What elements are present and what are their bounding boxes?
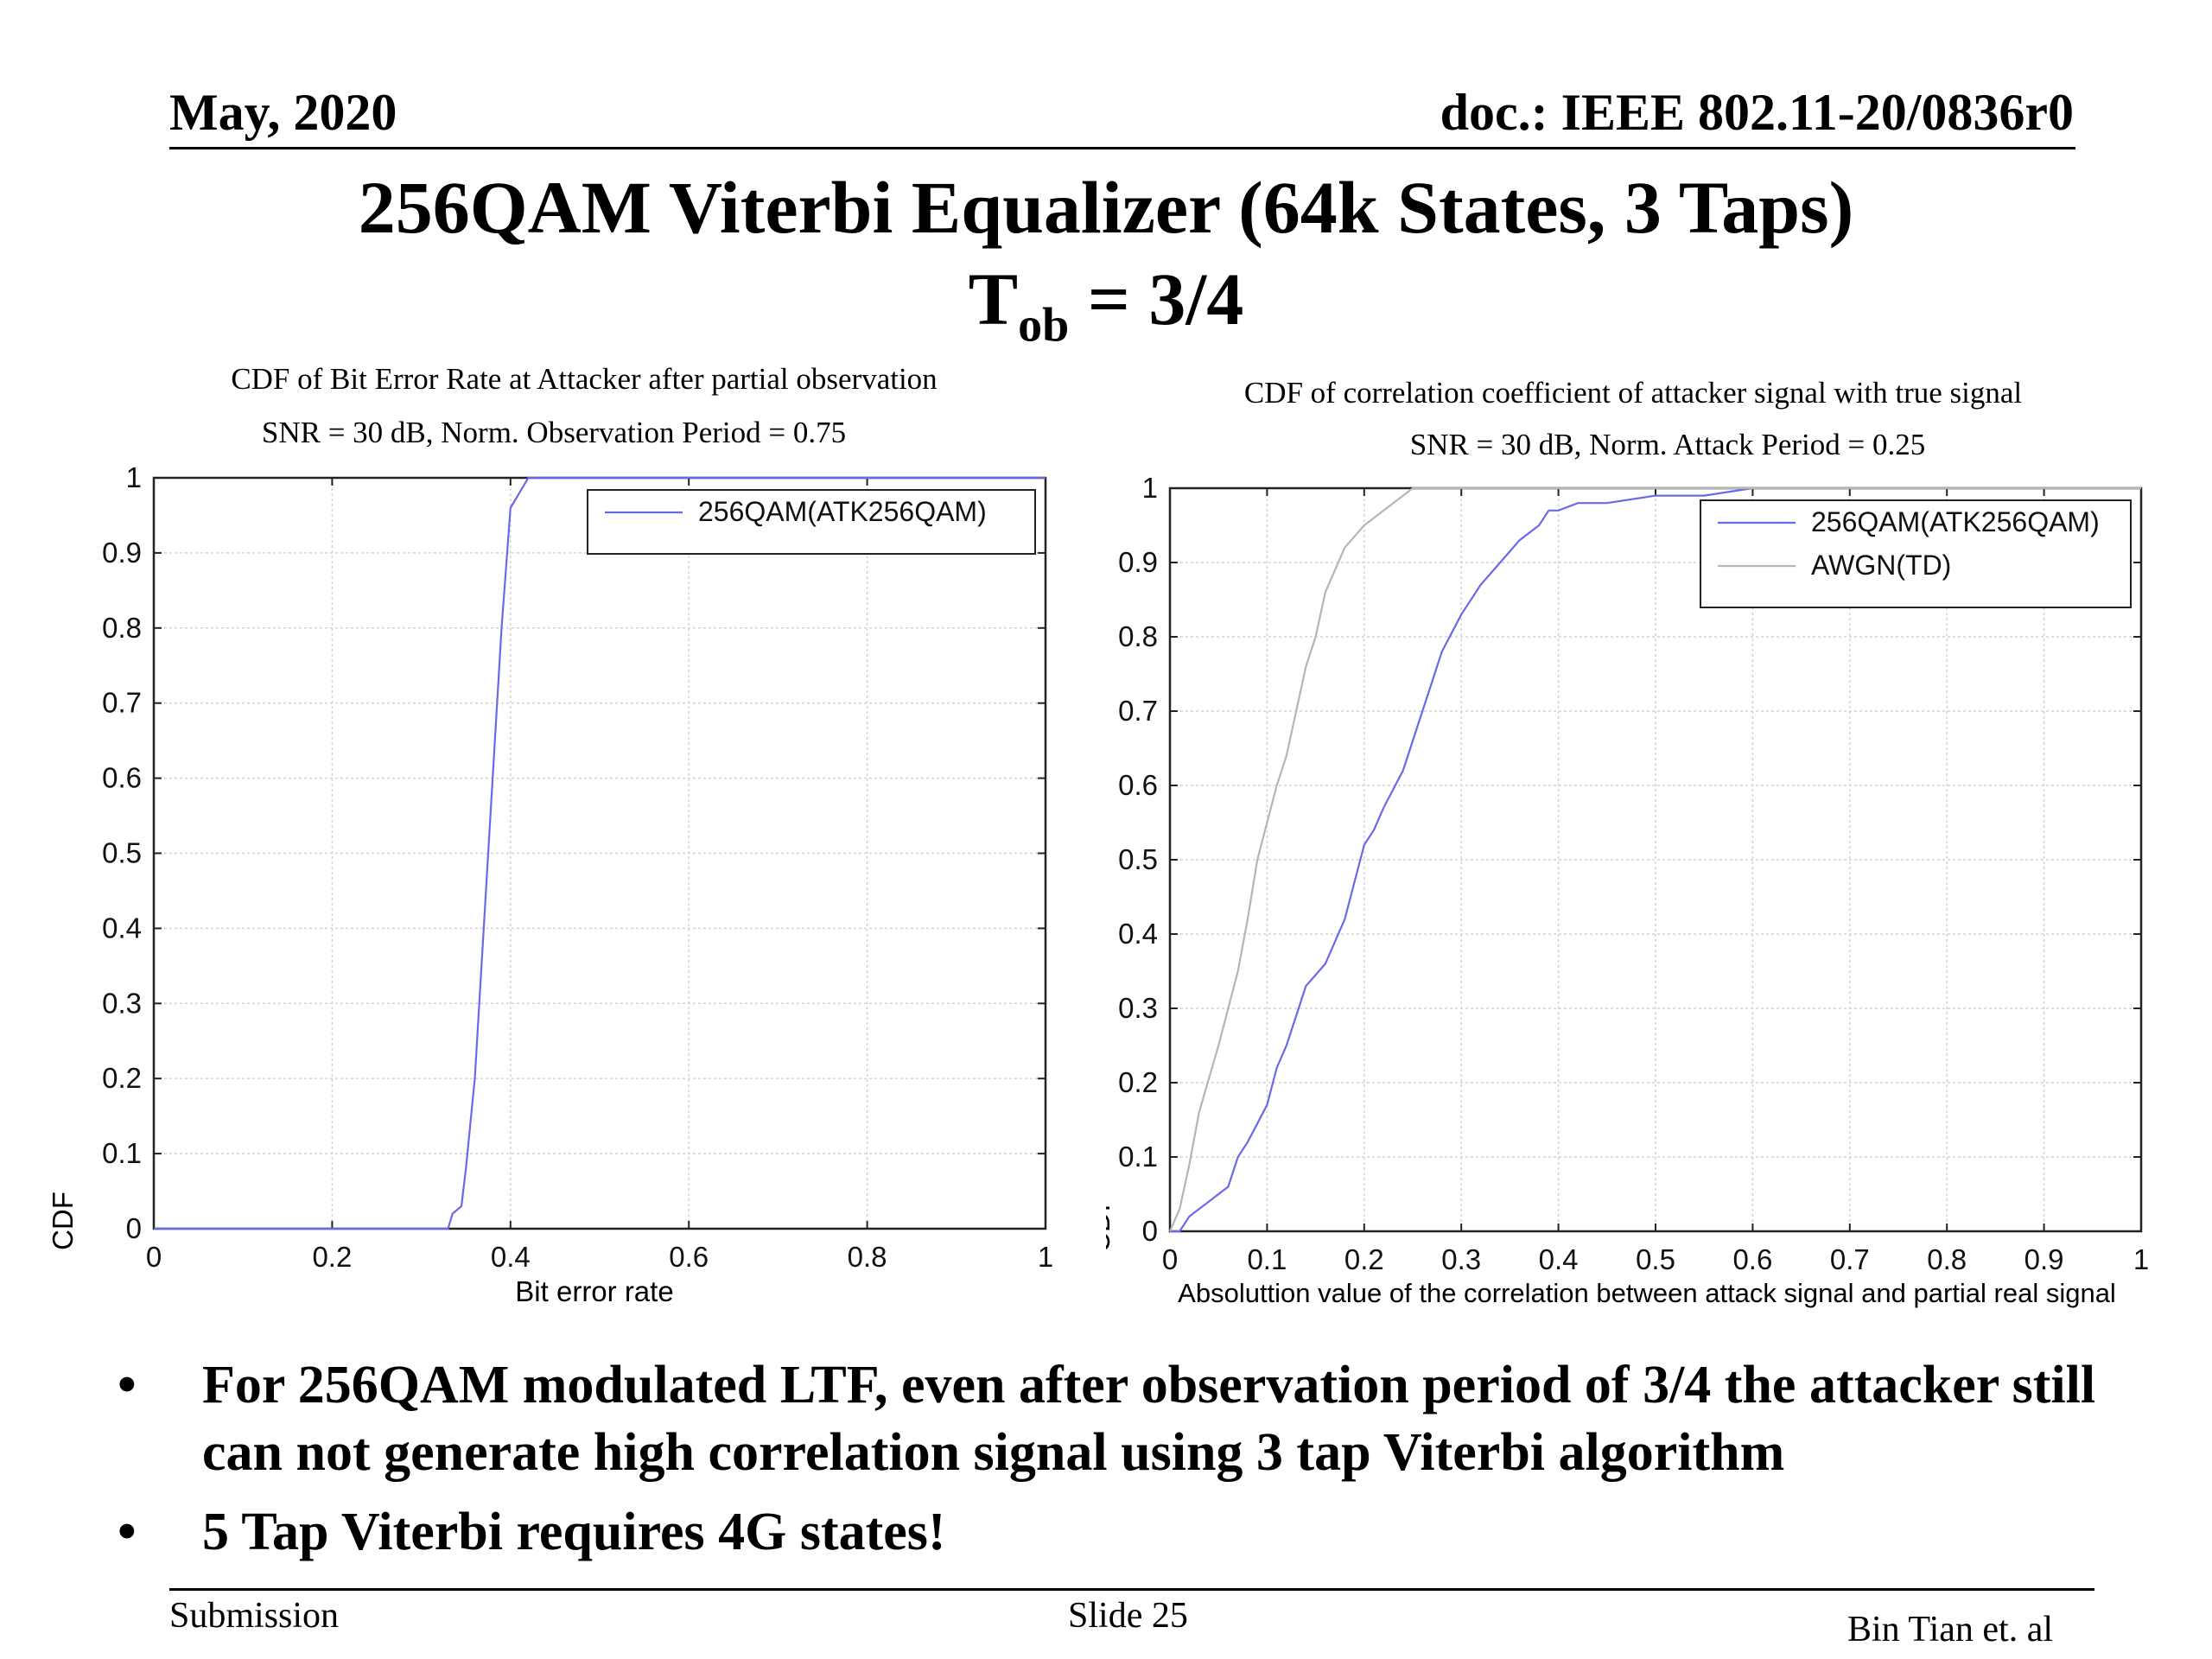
x-tick-label: 0.5: [1636, 1243, 1675, 1275]
y-tick-label: 1: [126, 461, 142, 493]
y-tick-label: 0.3: [1118, 992, 1158, 1024]
legend-box: [587, 489, 1036, 555]
y-tick-label: 0.8: [1118, 620, 1158, 652]
subtitle-value: = 3/4: [1069, 257, 1244, 340]
footer-divider: [169, 1588, 2094, 1591]
y-tick-label: 0.4: [102, 912, 142, 944]
x-tick-label: 0.8: [848, 1241, 887, 1273]
y-tick-label: 0.3: [102, 987, 142, 1019]
y-tick-label: 0: [126, 1212, 142, 1244]
y-tick-label: 0.9: [102, 537, 142, 569]
subtitle-subscript: ob: [1018, 298, 1070, 353]
plot-area: 0 0.2 0.4 0.6 0.8 1 0 0.1 0.2 0.3 0.4 0.5 0.6 0.7 0.8 0…: [102, 461, 1053, 1273]
y-axis-label: CDF: [47, 1192, 79, 1250]
y-tick-label: 0: [1142, 1215, 1158, 1247]
slide-subtitle: Tob = 3/4: [0, 256, 2212, 353]
chart-correlation-cdf: CDF of correlation coefficient of attack…: [1106, 376, 2149, 1308]
x-axis-label: Bit error rate: [515, 1275, 673, 1307]
chart-title: CDF of Bit Error Rate at Attacker after …: [231, 363, 937, 396]
series-line: [154, 476, 1046, 1230]
bullet-marker: •: [118, 1356, 137, 1414]
x-tick-label: 0.6: [1732, 1243, 1772, 1275]
header-divider: [169, 147, 2075, 149]
legend-label: AWGN(TD): [1811, 550, 1951, 581]
subtitle-symbol: T: [968, 257, 1019, 340]
y-tick-label: 0.7: [1118, 695, 1158, 727]
x-tick-label: 0.1: [1247, 1243, 1287, 1275]
y-tick-label: 0.1: [1118, 1141, 1158, 1173]
y-tick-label: 1: [1142, 472, 1158, 504]
legend-box: [1700, 499, 2132, 608]
series-line: [1168, 486, 2141, 1232]
header-doc-id: doc.: IEEE 802.11-20/0836r0: [1440, 84, 2074, 141]
y-tick-label: 0.2: [102, 1062, 142, 1094]
legend-label: 256QAM(ATK256QAM): [1811, 506, 2100, 537]
y-tick-label: 0.6: [1118, 769, 1158, 801]
y-tick-label: 0.8: [102, 612, 142, 644]
series-line: [1170, 486, 2141, 1233]
y-tick-label: 0.4: [1118, 918, 1158, 950]
x-tick-label: 1: [1038, 1241, 1053, 1273]
footer-author: Bin Tian et. al: [1847, 1610, 2054, 1649]
y-axis-label: CDF: [1106, 1194, 1116, 1253]
x-tick-label: 0.9: [2024, 1243, 2064, 1275]
bullet-text: For 256QAM modulated LTF, even after obs…: [202, 1356, 2096, 1482]
y-tick-label: 0.1: [102, 1137, 142, 1169]
y-tick-label: 0.6: [102, 762, 142, 794]
slide-title: 256QAM Viterbi Equalizer (64k States, 3 …: [358, 166, 1854, 249]
x-tick-label: 1: [2133, 1243, 2149, 1275]
footer-submission: Submission: [169, 1596, 340, 1636]
x-tick-label: 0.4: [1539, 1243, 1579, 1275]
x-tick-label: 0.2: [312, 1241, 352, 1273]
x-tick-label: 0.2: [1344, 1243, 1384, 1275]
chart-subtitle: SNR = 30 dB, Norm. Observation Period = …: [262, 416, 846, 449]
chart-subtitle: SNR = 30 dB, Norm. Attack Period = 0.25: [1410, 428, 1926, 461]
header-date: May, 2020: [169, 84, 397, 141]
footer-slide-number: Slide 25: [1068, 1596, 1188, 1636]
plot-area: 0 0.1 0.2 0.3 0.4 0.5 0.6 0.7 0.8 0.9 1 0 0.1 0.2 0.3 0…: [1118, 472, 2149, 1275]
x-tick-label: 0.3: [1441, 1243, 1481, 1275]
y-tick-label: 0.2: [1118, 1066, 1158, 1098]
bullet-text: 5 Tap Viterbi requires 4G states!: [202, 1503, 946, 1561]
x-tick-label: 0.4: [491, 1241, 531, 1273]
y-tick-label: 0.5: [1118, 843, 1158, 875]
x-tick-label: 0: [146, 1241, 162, 1273]
legend-label: 256QAM(ATK256QAM): [698, 496, 987, 527]
y-tick-label: 0.7: [102, 687, 142, 719]
x-tick-label: 0.6: [669, 1241, 709, 1273]
chart-ber-cdf: CDF of Bit Error Rate at Attacker after …: [47, 363, 1053, 1307]
y-tick-label: 0.5: [102, 837, 142, 869]
chart-title: CDF of correlation coefficient of attack…: [1244, 376, 2023, 410]
x-tick-label: 0.7: [1830, 1243, 1870, 1275]
bullet-marker: •: [118, 1503, 137, 1561]
x-axis-label: Absoluttion value of the correlation bet…: [1178, 1278, 2116, 1308]
x-tick-label: 0: [1162, 1243, 1178, 1275]
x-tick-label: 0.8: [1927, 1243, 1967, 1275]
y-tick-label: 0.9: [1118, 546, 1158, 578]
